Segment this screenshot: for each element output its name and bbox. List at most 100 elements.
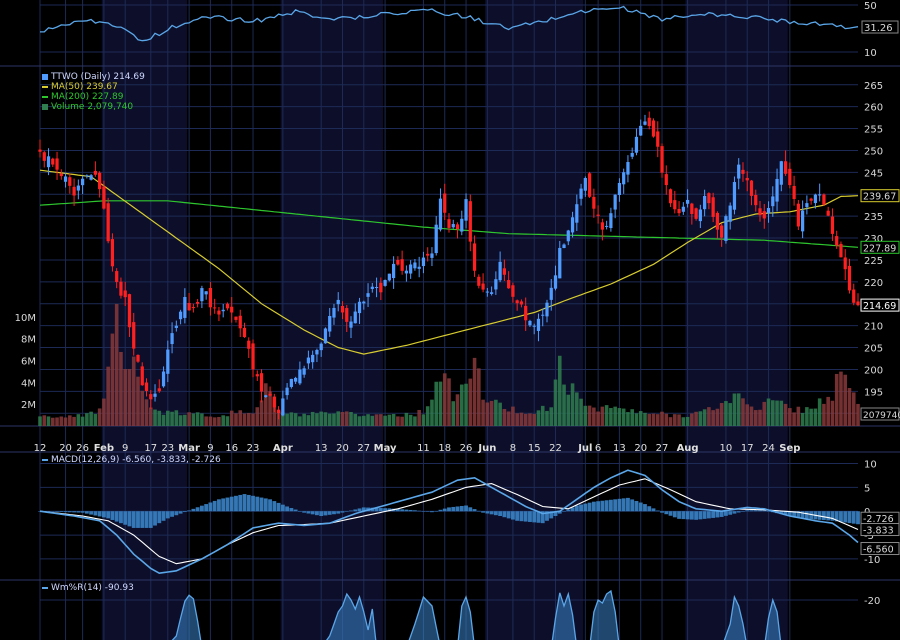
volume-bar <box>600 406 605 426</box>
macd-histogram-bar <box>408 509 413 512</box>
volume-bar <box>293 413 298 426</box>
price-tick-255: 255 <box>864 125 883 136</box>
candle-body <box>102 186 106 209</box>
macd-histogram-bar <box>455 506 460 512</box>
volume-bar <box>187 412 191 426</box>
volume-bar <box>72 416 76 426</box>
macd-histogram-bar <box>217 499 221 512</box>
x-label-4: 9 <box>122 443 128 454</box>
macd-histogram-bar <box>532 511 537 523</box>
macd-histogram-bar <box>378 508 383 512</box>
volume-bar <box>800 412 805 426</box>
candle-body <box>132 322 136 349</box>
volume-bar <box>396 416 400 426</box>
volume-bar <box>562 384 566 426</box>
volume-bar <box>792 412 796 426</box>
macd-histogram-bar <box>540 511 545 524</box>
macd-histogram-bar <box>792 511 797 517</box>
candle-body <box>387 273 391 281</box>
volume-bar <box>119 351 123 426</box>
x-label-27: 27 <box>656 443 669 454</box>
volume-bar <box>387 414 392 426</box>
x-label-25: 13 <box>613 443 626 454</box>
volume-bar <box>89 411 93 426</box>
volume-bar <box>251 413 255 426</box>
macd-histogram-bar <box>804 511 809 519</box>
volume-bar <box>340 411 345 426</box>
x-label-28: Aug <box>677 443 699 454</box>
volume-bar <box>621 408 626 426</box>
macd-histogram-bar <box>677 511 681 519</box>
x-label-15: May <box>374 443 397 454</box>
volume-bar <box>728 403 732 426</box>
volume-bar <box>830 400 835 426</box>
candle-body <box>835 236 839 246</box>
macd-histogram-bar <box>136 511 140 528</box>
volume-bar <box>442 373 447 426</box>
volume-bar <box>110 333 115 426</box>
wmr-legend: Wm%R(14) -90.93 <box>42 583 134 593</box>
volume-bar <box>404 412 409 426</box>
macd-histogram-bar <box>672 511 677 518</box>
volume-bar <box>97 408 102 426</box>
macd-histogram-bar <box>97 511 102 517</box>
candle-body <box>792 185 796 200</box>
volume-bar <box>485 402 490 426</box>
volume-bar <box>477 368 481 426</box>
volume-bar <box>319 411 323 426</box>
volume-bar <box>809 408 813 426</box>
candle-body <box>281 398 285 416</box>
candle-body <box>528 320 532 326</box>
x-label-1: 20 <box>59 443 72 454</box>
candle-body <box>673 200 677 210</box>
candle-body <box>515 300 519 304</box>
candle-body <box>613 194 617 210</box>
candle-body <box>191 307 195 309</box>
volume-bar <box>481 399 485 426</box>
volume-bar <box>549 407 554 426</box>
macd-tick--5: -5 <box>864 531 874 542</box>
macd-histogram-bar <box>140 511 145 528</box>
volume-bar <box>515 413 519 426</box>
macd-histogram-bar <box>208 502 213 512</box>
candle-body <box>630 152 634 157</box>
candle-body <box>600 222 604 230</box>
price-legend: TTWO (Daily) 214.69 MA(50) 239.67 MA(200… <box>42 72 145 112</box>
macd-histogram-bar <box>587 502 592 512</box>
volume-bar <box>839 371 843 426</box>
volume-bar <box>204 416 208 426</box>
candle-body <box>511 285 515 297</box>
volume-bar <box>511 406 515 426</box>
candle-body <box>178 311 183 320</box>
x-label-26: 20 <box>634 443 647 454</box>
legend-price-text: TTWO (Daily) 214.69 <box>51 72 145 82</box>
macd-histogram-bar <box>144 511 149 528</box>
macd-histogram-bar <box>344 511 349 512</box>
candle-body <box>170 333 174 345</box>
volume-bar <box>68 415 72 426</box>
legend-ma200: MA(200) 227.89 <box>42 92 145 102</box>
macd-histogram-bar <box>553 511 558 516</box>
volume-bar <box>417 409 421 426</box>
volume-bar <box>557 355 562 426</box>
month-band-1 <box>280 0 383 640</box>
candle-body <box>413 262 417 269</box>
price-tick-205: 205 <box>864 344 883 355</box>
candle-body <box>754 194 758 206</box>
macd-swatch-icon <box>42 459 48 461</box>
macd-histogram-bar <box>123 511 128 525</box>
macd-histogram-bar <box>621 498 626 512</box>
volume-bar <box>123 369 127 426</box>
candle-body <box>127 294 132 328</box>
candle-body <box>93 170 98 175</box>
candle-body <box>494 279 498 290</box>
volume-bar <box>85 413 89 426</box>
candle-body <box>472 243 477 271</box>
legend-price: TTWO (Daily) 214.69 <box>42 72 145 82</box>
macd-histogram-bar <box>591 501 596 512</box>
macd-histogram-bar <box>796 511 801 518</box>
top-value-tag-box <box>861 20 899 34</box>
macd-histogram-bar <box>430 511 434 513</box>
macd-histogram-bar <box>310 511 315 515</box>
